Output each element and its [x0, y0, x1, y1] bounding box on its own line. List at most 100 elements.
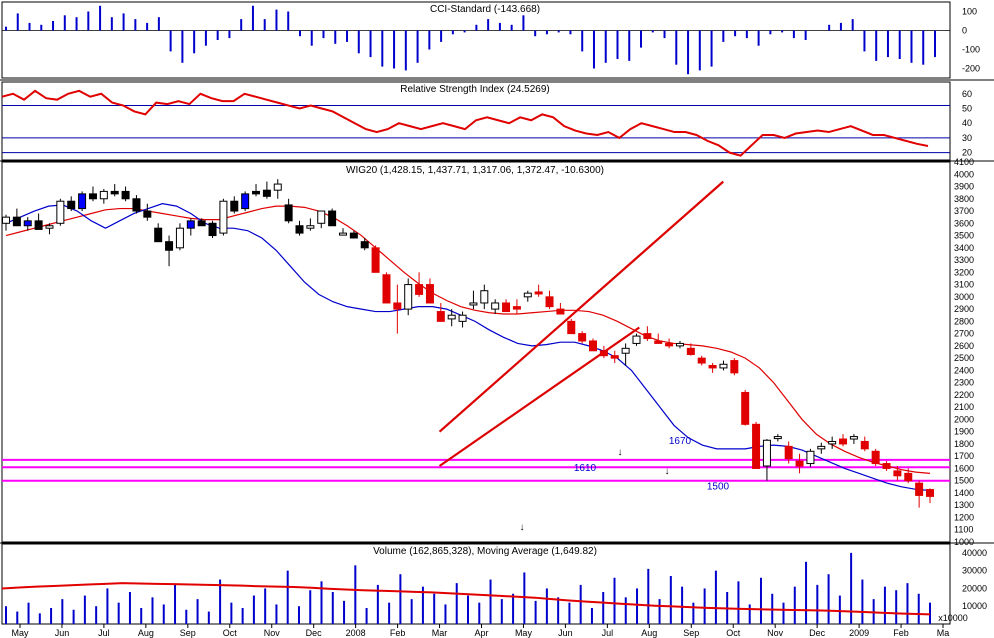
price-tick-label: 4000 [954, 169, 974, 179]
candle-body [197, 220, 206, 227]
moving-average-slow [5, 205, 931, 474]
candle-body [773, 436, 782, 440]
price-tick-label: 3000 [954, 292, 974, 302]
candle-body [2, 216, 10, 224]
month-label: Nov [264, 628, 281, 638]
arrow-marker: ↓ [618, 447, 623, 458]
candle-body [741, 391, 750, 425]
rsi-tick-label: 40 [962, 118, 972, 128]
candle-body [349, 232, 358, 239]
rsi-tick-label: 20 [962, 148, 972, 158]
candle-body [328, 210, 337, 227]
month-label: Dec [809, 628, 826, 638]
candle-body [469, 302, 478, 306]
candle-body [632, 335, 641, 344]
price-tick-label: 2100 [954, 402, 974, 412]
candle-body [338, 232, 347, 236]
candle-body [806, 450, 815, 465]
axis-labels: 1000-100-2006050403020410040003900380037… [11, 7, 987, 638]
price-tick-label: 3700 [954, 206, 974, 216]
candle-body [99, 190, 108, 200]
moving-average-fast [5, 203, 931, 492]
candle-body [849, 436, 858, 440]
candle-body [121, 190, 130, 200]
month-label: Nov [767, 628, 784, 638]
price-title: WIG20 (1,428.15, 1,437.71, 1,317.06, 1,3… [346, 165, 604, 176]
candle-body [436, 311, 445, 322]
price-tick-label: 1100 [954, 525, 973, 535]
price-tick-label: 2800 [954, 316, 974, 326]
level-label-1670: 1670 [669, 436, 692, 447]
candle-body [175, 227, 184, 249]
price-tick-label: 3400 [954, 243, 974, 253]
candle-body [502, 302, 511, 313]
rsi-title: Relative Strength Index (24.5269) [400, 84, 550, 95]
price-tick-label: 2900 [954, 304, 974, 314]
price-tick-label: 1600 [954, 463, 974, 473]
rsi-panel [1, 89, 950, 157]
candle-body [23, 220, 32, 227]
month-label: 2008 [346, 628, 366, 638]
candle-body [186, 220, 195, 229]
arrow-marker: ↓ [665, 466, 670, 477]
candle-body [317, 210, 326, 224]
month-label: Jul [98, 628, 110, 638]
volume-tick-label: 20000 [962, 583, 987, 593]
candle-body [904, 472, 913, 482]
month-label: May [11, 628, 29, 638]
candle-body [730, 360, 739, 374]
panel-frame-price [1, 161, 951, 543]
volume-title: Volume (162,865,328), Moving Average (1,… [373, 546, 597, 557]
candle-body [784, 445, 793, 460]
candle-body [154, 227, 163, 243]
month-label: May [515, 628, 533, 638]
price-tick-label: 3300 [954, 255, 974, 265]
candle-body [230, 200, 239, 212]
candle-body [458, 314, 467, 322]
month-label: Ma [937, 628, 950, 638]
volume-moving-average [1, 582, 931, 616]
candle-body [67, 200, 76, 210]
cci-tick-label: 0 [962, 26, 967, 36]
level-label-1500: 1500 [707, 482, 730, 493]
candle-body [762, 439, 771, 467]
candle-body [110, 190, 119, 195]
price-tick-label: 1800 [954, 439, 974, 449]
candle-body [817, 445, 826, 450]
candle-body [839, 438, 848, 445]
cci-title: CCI-Standard (-143.668) [430, 4, 540, 15]
level-label-1610: 1610 [574, 463, 597, 474]
candle-body [545, 296, 554, 308]
candle-body [860, 440, 869, 450]
candle-body [241, 193, 250, 210]
month-label: 2009 [849, 628, 869, 638]
candle-body [425, 284, 434, 304]
candle-body [675, 342, 684, 347]
candle-body [306, 225, 315, 229]
price-tick-label: 2000 [954, 414, 974, 424]
rsi-line [1, 89, 929, 157]
candle-body [273, 183, 282, 191]
cci-panel [2, 5, 950, 75]
candle-body [915, 482, 924, 496]
price-tick-label: 3100 [954, 280, 974, 290]
candle-body [621, 347, 630, 354]
candle-body [88, 193, 97, 200]
candle-body [589, 340, 598, 352]
month-label: Apr [474, 628, 488, 638]
price-tick-label: 2400 [954, 365, 974, 375]
candle-body [404, 284, 413, 310]
price-tick-label: 3800 [954, 194, 974, 204]
candle-body [219, 200, 228, 234]
candle-body [480, 290, 489, 304]
price-tick-label: 3500 [954, 231, 974, 241]
price-tick-label: 1400 [954, 488, 974, 498]
price-tick-label: 1000 [954, 537, 974, 547]
candle-body [752, 423, 761, 469]
candle-body [795, 460, 804, 467]
price-tick-label: 1700 [954, 451, 974, 461]
month-label: Feb [390, 628, 406, 638]
rsi-tick-label: 50 [962, 103, 972, 113]
panel-frame-vol [1, 543, 951, 625]
